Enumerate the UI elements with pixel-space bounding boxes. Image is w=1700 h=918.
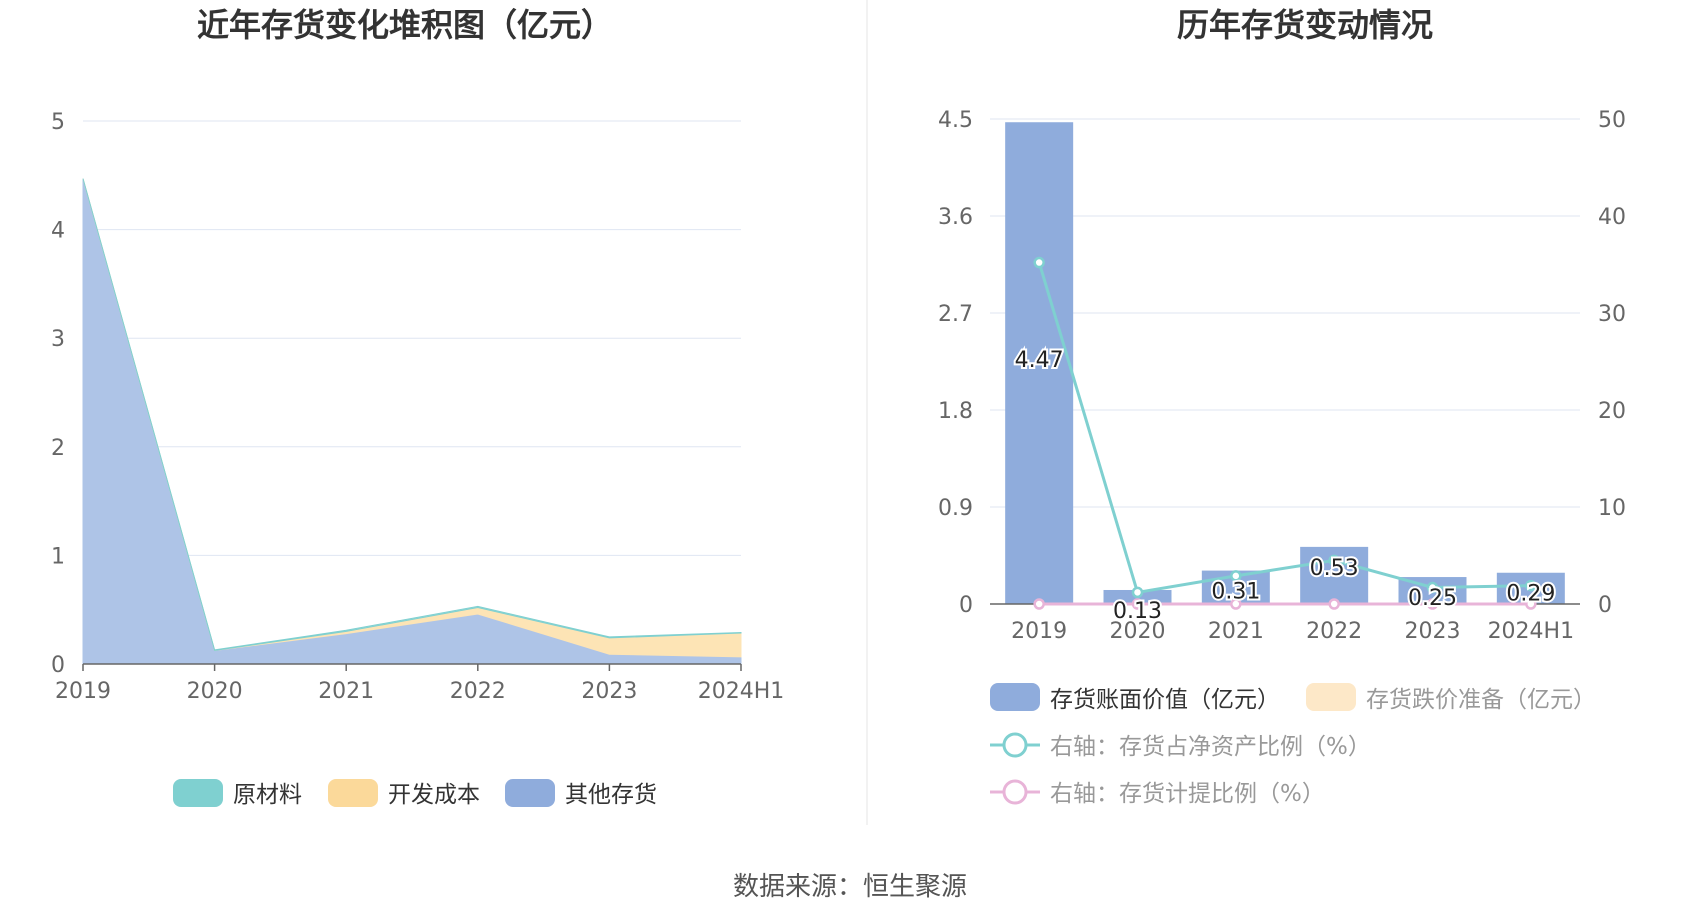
- left-y-tick-label: 0: [51, 653, 65, 678]
- provision-ratio-point: [1033, 598, 1045, 610]
- right-y-tick-label: 4.5: [938, 108, 973, 133]
- right-y2-tick-label: 20: [1598, 399, 1626, 424]
- left-x-tick-label: 2023: [581, 679, 637, 704]
- inventory-net-asset-ratio-point: [1230, 570, 1242, 582]
- right-x-tick-label: 2024H1: [1488, 619, 1575, 644]
- bar-data-label: 0.53: [1310, 556, 1359, 581]
- left-legend-swatch[interactable]: [505, 779, 555, 807]
- left-x-tick-label: 2024H1: [698, 679, 785, 704]
- bar-data-label: 4.47: [1015, 348, 1064, 373]
- right-y2-tick-label: 40: [1598, 205, 1626, 230]
- provision-legend-marker[interactable]: [1002, 779, 1028, 805]
- bar-inventory-book-value: [1005, 122, 1074, 604]
- left-x-tick-label: 2022: [450, 679, 506, 704]
- right-y-tick-label: 0.9: [938, 496, 973, 521]
- provision-ratio-point: [1230, 598, 1242, 610]
- provision-ratio-point: [1525, 598, 1537, 610]
- provision-ratio-point: [1131, 598, 1144, 610]
- right-chart-title: 历年存货变动情况: [1177, 6, 1433, 44]
- right-y-tick-label: 3.6: [938, 205, 973, 230]
- ratio-legend-label[interactable]: 右轴：存货占净资产比例（%）: [1050, 734, 1371, 760]
- inventory-net-asset-ratio-point: [1525, 579, 1537, 592]
- inventory-net-asset-ratio-point: [1328, 554, 1340, 567]
- provision-legend-label[interactable]: 右轴：存货计提比例（%）: [1050, 781, 1325, 807]
- bar-data-label: 0.13: [1113, 599, 1162, 624]
- right-x-tick-label: 2021: [1208, 619, 1264, 644]
- left-legend-label[interactable]: 开发成本: [388, 782, 480, 808]
- left-x-tick-label: 2020: [187, 679, 243, 704]
- right-legend-label-reserve[interactable]: 存货跌价准备（亿元）: [1366, 687, 1596, 713]
- bar-data-label: 0.25: [1408, 586, 1457, 611]
- left-legend-label[interactable]: 原材料: [233, 782, 302, 808]
- right-x-tick-label: 2019: [1011, 619, 1067, 644]
- right-x-tick-label: 2022: [1306, 619, 1362, 644]
- source-note: 数据来源：恒生聚源: [732, 872, 967, 902]
- left-y-tick-label: 3: [51, 327, 65, 352]
- left-x-tick-label: 2021: [318, 679, 374, 704]
- inventory-net-asset-ratio-point: [1033, 256, 1045, 269]
- right-y2-tick-label: 50: [1598, 108, 1626, 133]
- right-legend-swatch-reserve[interactable]: [1306, 683, 1356, 711]
- inventory-net-asset-ratio-point: [1426, 581, 1439, 594]
- right-y2-tick-label: 30: [1598, 302, 1626, 327]
- right-x-tick-label: 2023: [1405, 619, 1461, 644]
- provision-ratio-point: [1328, 598, 1340, 610]
- area-raw-materials: [82, 178, 742, 651]
- right-y2-tick-label: 0: [1598, 593, 1612, 618]
- right-y2-tick-label: 10: [1598, 496, 1626, 521]
- bar-data-label: 0.31: [1211, 580, 1260, 605]
- left-y-tick-label: 5: [51, 110, 65, 135]
- left-y-tick-label: 2: [51, 436, 65, 461]
- provision-ratio-point: [1426, 598, 1439, 610]
- stacked-area-chart: 0 1 2 3 4 5 2019 2020 2021 2022 2023 2024H1 原材料 开发成本 其…: [51, 110, 784, 808]
- right-legend-label-book[interactable]: 存货账面价值（亿元）: [1050, 687, 1280, 713]
- ratio-legend-marker[interactable]: [1002, 732, 1028, 758]
- left-legend-label[interactable]: 其他存货: [565, 782, 657, 808]
- left-chart-title: 近年存货变化堆积图（亿元）: [197, 6, 613, 44]
- bar-data-label: 0.29: [1506, 582, 1555, 607]
- left-legend-swatch[interactable]: [328, 779, 378, 807]
- inventory-net-asset-ratio-line: [1037, 262, 1531, 595]
- right-x-tick-label: 2020: [1110, 619, 1166, 644]
- right-legend-swatch-book[interactable]: [990, 683, 1040, 711]
- right-y-tick-label: 2.7: [938, 302, 973, 327]
- left-y-tick-label: 4: [51, 219, 65, 244]
- left-y-tick-label: 1: [51, 544, 65, 569]
- right-y-tick-label: 0: [959, 593, 973, 618]
- inventory-bar-line-chart: 0 0.9 1.8 2.7 3.6 4.5 0 10 20 30 40 50 2019 2020 2021 2…: [938, 108, 1626, 807]
- left-legend-swatch[interactable]: [173, 779, 223, 807]
- left-x-tick-label: 2019: [55, 679, 111, 704]
- right-y-tick-label: 1.8: [938, 399, 973, 424]
- inventory-net-asset-ratio-point: [1131, 586, 1144, 599]
- area-other-inventory: [82, 178, 742, 665]
